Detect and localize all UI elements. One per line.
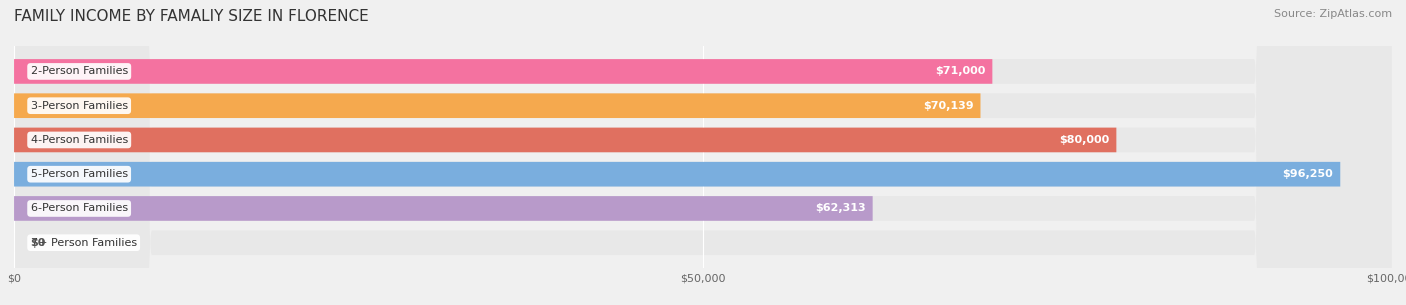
Text: 2-Person Families: 2-Person Families (31, 66, 128, 77)
Text: $62,313: $62,313 (815, 203, 866, 213)
Text: $0: $0 (31, 238, 46, 248)
FancyBboxPatch shape (14, 196, 873, 221)
Text: 3-Person Families: 3-Person Families (31, 101, 128, 111)
FancyBboxPatch shape (14, 162, 1340, 187)
FancyBboxPatch shape (14, 93, 980, 118)
Text: $80,000: $80,000 (1059, 135, 1109, 145)
Text: 7+ Person Families: 7+ Person Families (31, 238, 136, 248)
FancyBboxPatch shape (14, 59, 993, 84)
Text: 4-Person Families: 4-Person Families (31, 135, 128, 145)
FancyBboxPatch shape (14, 0, 1392, 305)
FancyBboxPatch shape (14, 0, 1392, 305)
Text: $96,250: $96,250 (1282, 169, 1333, 179)
Text: $70,139: $70,139 (922, 101, 973, 111)
FancyBboxPatch shape (14, 127, 1116, 152)
Text: 6-Person Families: 6-Person Families (31, 203, 128, 213)
Text: FAMILY INCOME BY FAMALIY SIZE IN FLORENCE: FAMILY INCOME BY FAMALIY SIZE IN FLORENC… (14, 9, 368, 24)
FancyBboxPatch shape (14, 0, 1392, 305)
FancyBboxPatch shape (14, 0, 1392, 305)
Text: 5-Person Families: 5-Person Families (31, 169, 128, 179)
Text: Source: ZipAtlas.com: Source: ZipAtlas.com (1274, 9, 1392, 19)
FancyBboxPatch shape (14, 0, 1392, 305)
FancyBboxPatch shape (14, 0, 1392, 305)
Text: $71,000: $71,000 (935, 66, 986, 77)
